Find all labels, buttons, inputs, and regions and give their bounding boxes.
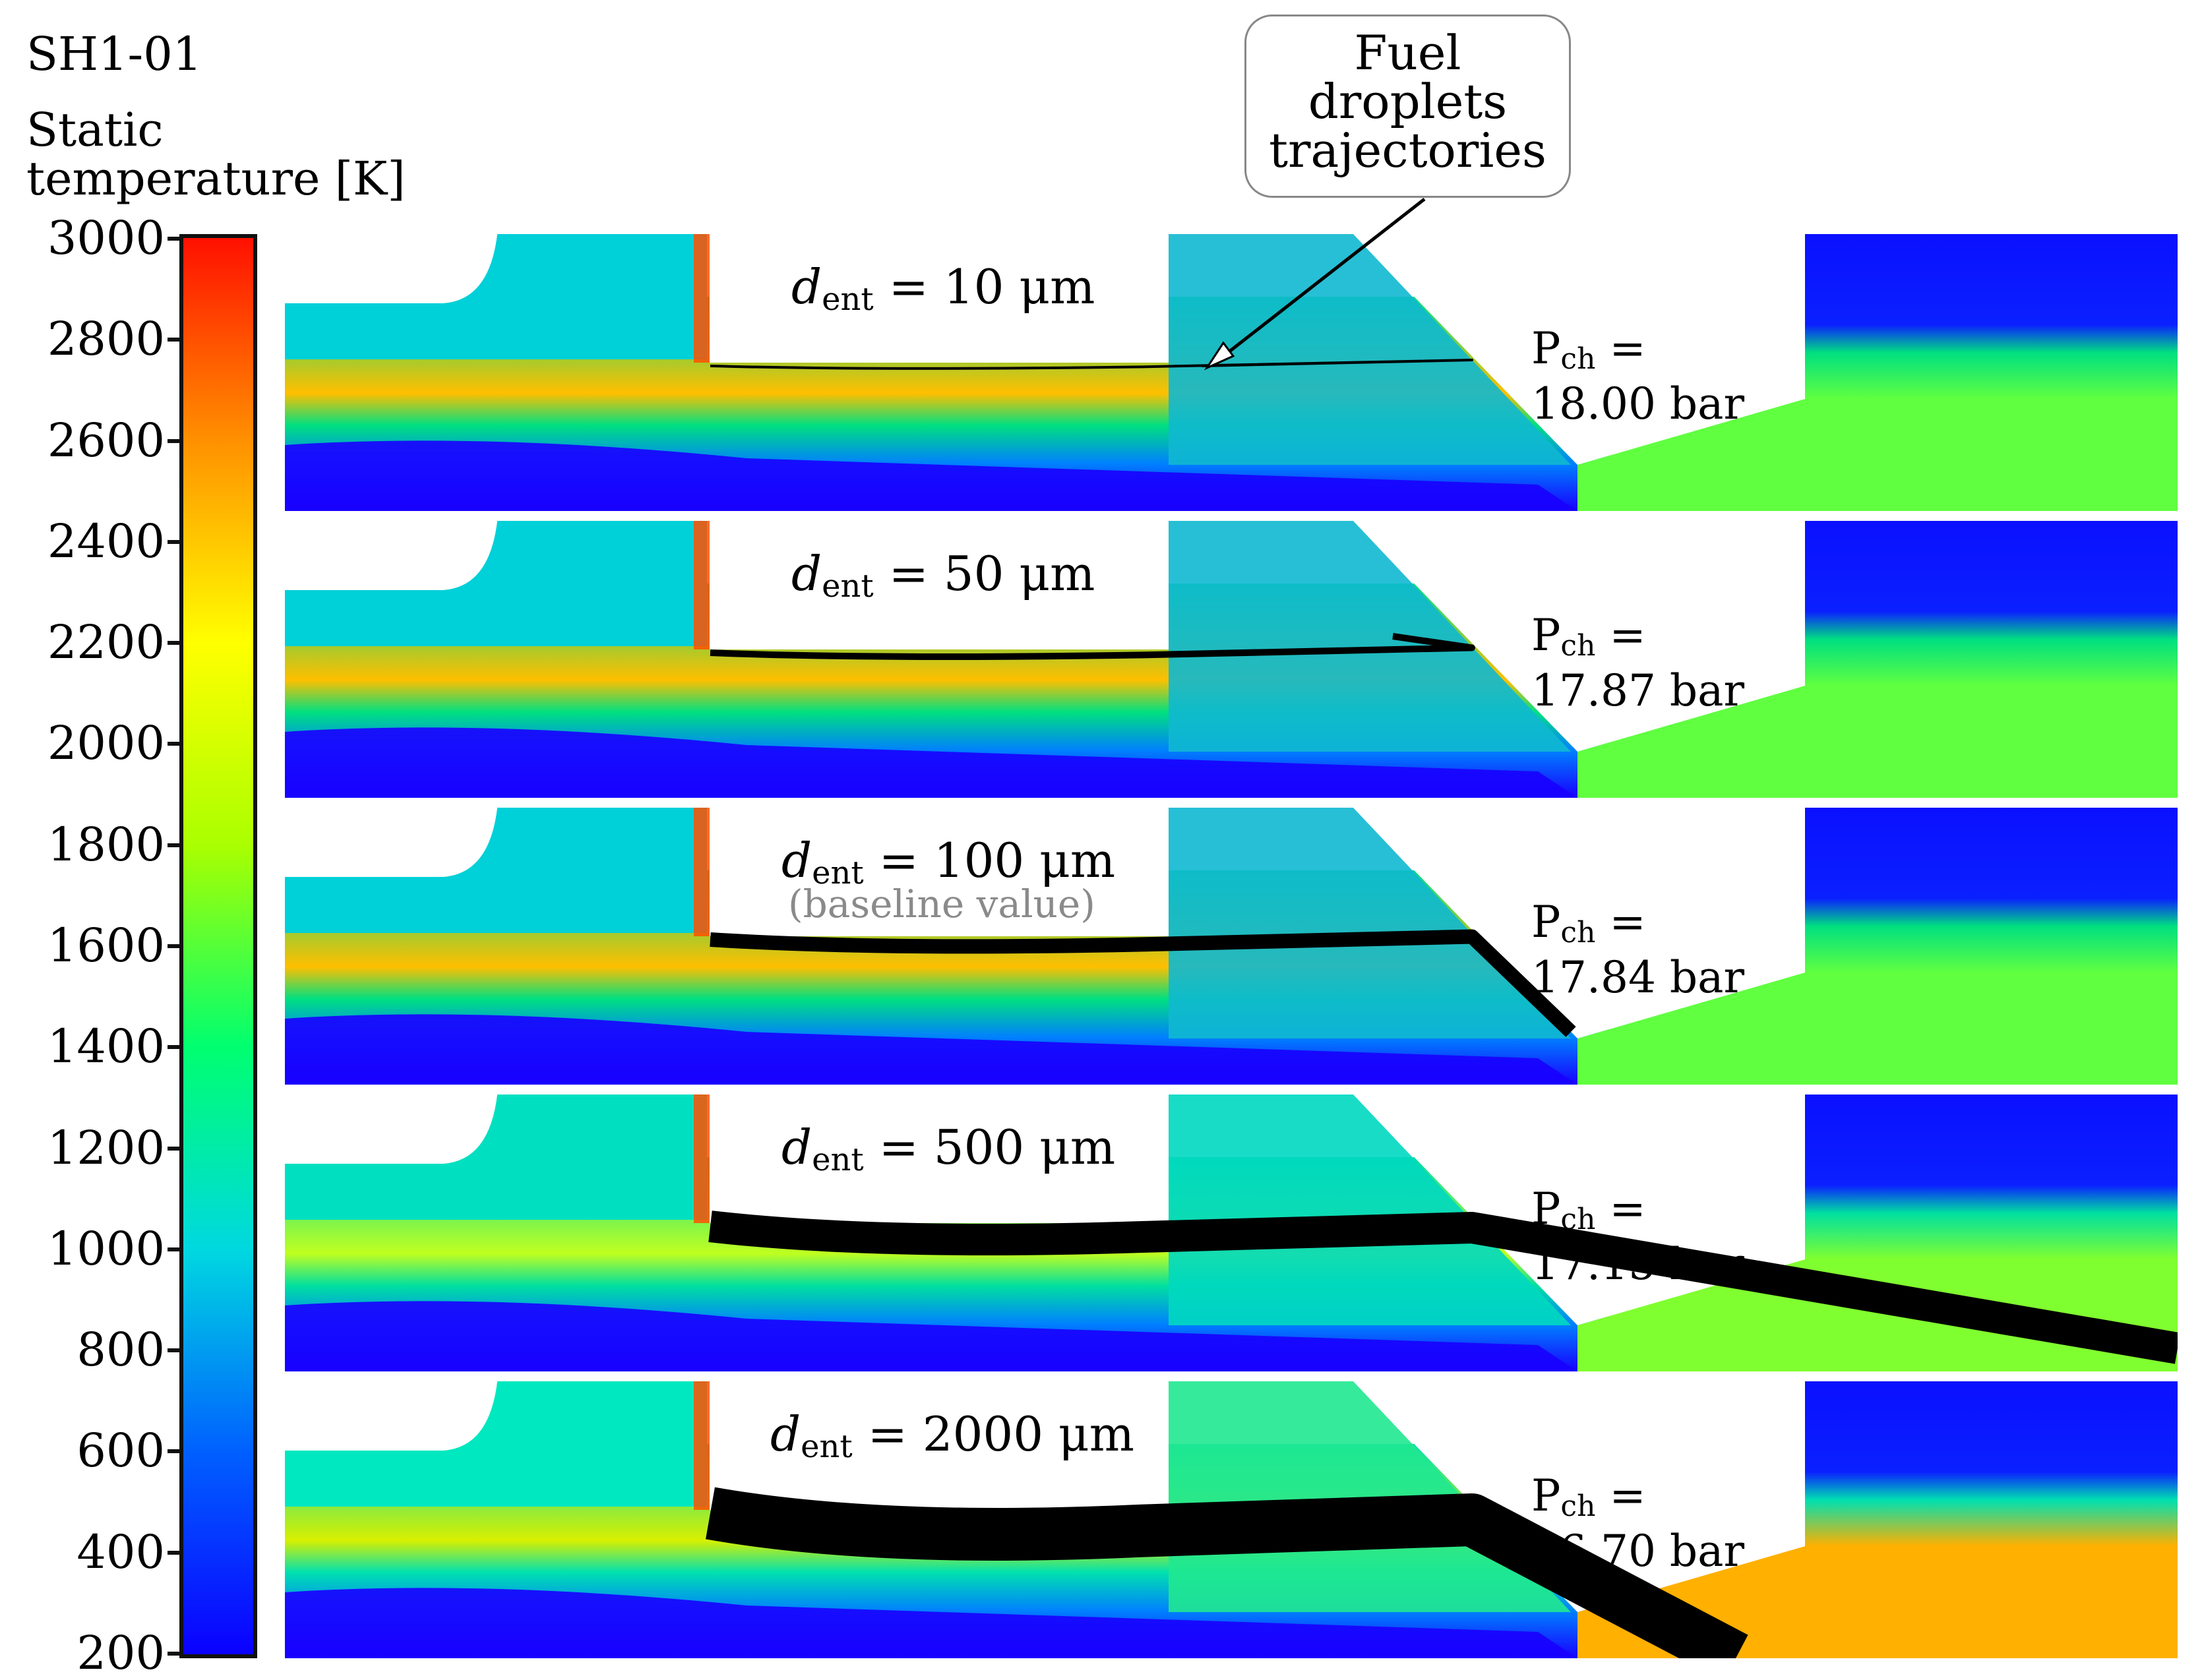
baseline-note: (baseline value) (788, 882, 1095, 926)
colorbar-tick-label: 2200 (47, 615, 165, 670)
colorbar-title-line2: temperature [K] (26, 152, 406, 206)
colorbar-tick-label: 2800 (47, 312, 165, 367)
d-value: = 50 μm (888, 546, 1095, 601)
droplet-diameter-label: dent = 500 μm (781, 1120, 1115, 1178)
colorbar-tick-label: 800 (76, 1323, 165, 1377)
colorbar-tick-label: 1600 (47, 918, 165, 973)
d-value: = 2000 μm (867, 1406, 1134, 1462)
p-subscript: ch (1560, 1489, 1596, 1523)
colorbar-tick-mark (168, 641, 183, 645)
p-value: 16.70 bar (1531, 1526, 1745, 1576)
colorbar-tick-label: 200 (76, 1626, 165, 1680)
droplet-diameter-label: dent = 10 μm (791, 259, 1095, 318)
colorbar-tick-label: 1400 (47, 1019, 165, 1074)
d-subscript: ent (822, 281, 874, 318)
colorbar-tick-mark (168, 843, 183, 847)
d-subscript: ent (812, 1141, 864, 1178)
p-equals: = (1609, 323, 1646, 374)
colorbar-tick-mark (168, 438, 183, 443)
chamber-pressure-label: Pch = 16.70 bar (1531, 1474, 1744, 1574)
colorbar-tick-mark (168, 1146, 183, 1151)
colorbar-tick-mark (168, 944, 183, 948)
p-value: 17.87 bar (1531, 665, 1745, 716)
p-subscript: ch (1560, 629, 1596, 663)
d-symbol: d (791, 546, 822, 601)
p-equals: = (1609, 1184, 1646, 1234)
p-value: 18.00 bar (1531, 378, 1745, 429)
p-subscript: ch (1560, 342, 1596, 376)
colorbar-tick-mark (168, 1550, 183, 1555)
callout-line1: Fuel (1354, 25, 1461, 80)
chamber-pressure-label: Pch = 17.84 bar (1531, 900, 1744, 1000)
chamber-pressure-label: Pch = 17.15 bar (1531, 1187, 1744, 1287)
d-symbol: d (781, 1120, 812, 1175)
temperature-field-panel (285, 521, 2178, 798)
case-id: SH1-01 (26, 27, 202, 81)
colorbar-tick-label: 2400 (47, 514, 165, 568)
p-value: 17.84 bar (1531, 952, 1745, 1003)
p-equals: = (1609, 897, 1646, 947)
colorbar-tick-label: 600 (76, 1424, 165, 1478)
droplet-trajectory-bundle (708, 1211, 2178, 1364)
colorbar-tick-label: 1800 (47, 817, 165, 872)
colorbar-tick-label: 3000 (47, 211, 165, 265)
temperature-field-panel (285, 234, 2178, 511)
d-value: = 10 μm (888, 259, 1095, 315)
colorbar-tick-mark (168, 1652, 183, 1656)
p-equals: = (1609, 1470, 1646, 1521)
d-subscript: ent (812, 855, 864, 891)
p-symbol: P (1531, 323, 1561, 374)
colorbar-tick-label: 2600 (47, 413, 165, 467)
droplet-diameter-label: dent = 50 μm (791, 546, 1095, 605)
droplet-diameter-label: dent = 2000 μm (770, 1406, 1134, 1465)
p-symbol: P (1531, 1184, 1561, 1234)
p-subscript: ch (1560, 1203, 1596, 1236)
d-subscript: ent (801, 1428, 853, 1465)
p-subscript: ch (1560, 916, 1596, 949)
p-symbol: P (1531, 610, 1561, 661)
colorbar-tick-label: 400 (76, 1524, 165, 1579)
p-symbol: P (1531, 897, 1561, 947)
colorbar-title-line1: Static (26, 103, 164, 157)
chamber-pressure-label: Pch = 17.87 bar (1531, 613, 1744, 713)
droplet-trajectory-bundle (710, 633, 1475, 660)
d-subscript: ent (822, 568, 874, 605)
droplet-trajectory-bundle (706, 1487, 1748, 1658)
colorbar-tick-mark (168, 742, 183, 746)
colorbar-tick-mark (168, 338, 183, 342)
colorbar-tick-mark (168, 1247, 183, 1251)
chamber-pressure-label: Pch = 18.00 bar (1531, 326, 1744, 427)
droplet-trajectory-bundle (710, 929, 1576, 1037)
d-symbol: d (770, 1406, 801, 1462)
droplet-diameter-label: dent = 100 μm (781, 833, 1115, 891)
colorbar-tick-mark (168, 539, 183, 544)
p-equals: = (1609, 610, 1646, 661)
colorbar-tick-mark (168, 1045, 183, 1050)
temperature-field-panel (285, 1381, 2178, 1658)
callout-line2: droplets (1308, 74, 1508, 129)
droplet-trajectory-bundle (710, 359, 1473, 370)
colorbar-tick-label: 1200 (47, 1120, 165, 1175)
colorbar-tick-label: 1000 (47, 1221, 165, 1276)
d-symbol: d (781, 833, 812, 888)
colorbar-tick-mark (168, 1449, 183, 1454)
p-symbol: P (1531, 1470, 1561, 1521)
colorbar-tick-mark (168, 1348, 183, 1353)
temperature-field-panel (285, 1095, 2178, 1371)
temperature-field-panel (285, 808, 2178, 1085)
colorbar-tick-mark (168, 237, 183, 241)
d-value: = 500 μm (878, 1120, 1116, 1175)
d-symbol: d (791, 259, 822, 315)
p-value: 17.15 bar (1531, 1239, 1745, 1290)
d-value: = 100 μm (878, 833, 1116, 888)
colorbar-tick-label: 2000 (47, 716, 165, 771)
callout-line3: trajectories (1269, 123, 1546, 178)
fuel-droplets-callout: Fuel droplets trajectories (1244, 15, 1571, 198)
